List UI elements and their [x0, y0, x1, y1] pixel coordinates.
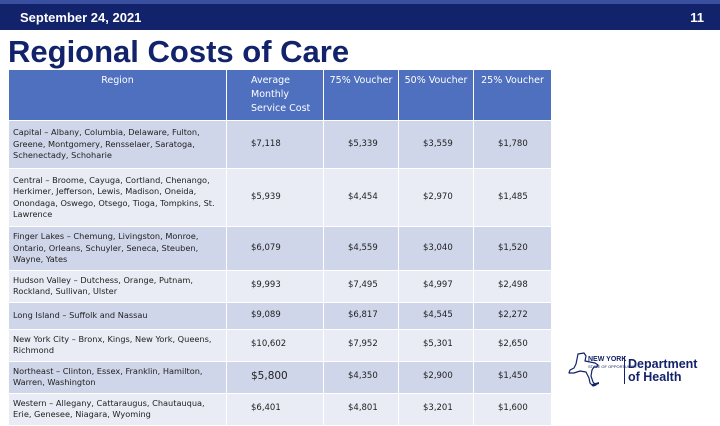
average-cost-cell: $9,089 — [226, 301, 324, 330]
voucher-25-cell: $2,498 — [473, 269, 552, 303]
table-row: Western – Allegany, Cattaraugus, Chautau… — [8, 392, 552, 426]
column-header-average-cost: Average Monthly Service Cost — [226, 69, 324, 121]
new-york-state-map-icon — [568, 352, 599, 387]
column-header-region: Region — [8, 69, 227, 121]
header-bar: September 24, 2021 11 — [0, 0, 720, 30]
slide-date: September 24, 2021 — [20, 10, 142, 25]
table-row: Northeast – Clinton, Essex, Franklin, Ha… — [8, 360, 552, 394]
region-cell: Hudson Valley – Dutchess, Orange, Putnam… — [8, 269, 227, 303]
voucher-75-cell: $4,454 — [323, 168, 399, 227]
voucher-25-cell: $2,650 — [473, 328, 552, 362]
voucher-75-cell: $4,559 — [323, 226, 399, 271]
logo-state-name: NEW YORK STATE OF OPPORTUNITY. — [588, 356, 638, 369]
voucher-25-cell: $1,450 — [473, 360, 552, 394]
voucher-25-cell: $2,272 — [473, 301, 552, 330]
page-number: 11 — [690, 10, 704, 25]
logo-department-text: Department of Health — [628, 357, 698, 384]
table-row: Long Island – Suffolk and Nassau $9,089 … — [8, 301, 552, 330]
voucher-50-cell: $3,559 — [398, 120, 474, 169]
region-cell: Western – Allegany, Cattaraugus, Chautau… — [8, 392, 227, 426]
voucher-25-cell: $1,485 — [473, 168, 552, 227]
voucher-25-cell: $1,780 — [473, 120, 552, 169]
average-cost-cell: $9,993 — [226, 269, 324, 303]
voucher-50-cell: $3,201 — [398, 392, 474, 426]
table-header-row: Region Average Monthly Service Cost 75% … — [8, 69, 552, 121]
voucher-50-cell: $5,301 — [398, 328, 474, 362]
voucher-50-cell: $4,997 — [398, 269, 474, 303]
average-cost-cell: $6,079 — [226, 226, 324, 271]
voucher-75-cell: $4,350 — [323, 360, 399, 394]
voucher-75-cell: $4,801 — [323, 392, 399, 426]
region-cell: Northeast – Clinton, Essex, Franklin, Ha… — [8, 360, 227, 394]
voucher-25-cell: $1,600 — [473, 392, 552, 426]
logo-divider — [624, 356, 625, 384]
average-cost-cell: $6,401 — [226, 392, 324, 426]
regional-costs-table: Region Average Monthly Service Cost 75% … — [8, 69, 552, 426]
table-row: Central – Broome, Cayuga, Cortland, Chen… — [8, 168, 552, 227]
voucher-50-cell: $2,900 — [398, 360, 474, 394]
region-cell: Finger Lakes – Chemung, Livingston, Monr… — [8, 226, 227, 271]
voucher-50-cell: $3,040 — [398, 226, 474, 271]
column-header-50-voucher: 50% Voucher — [398, 69, 474, 121]
voucher-25-cell: $1,520 — [473, 226, 552, 271]
average-cost-cell: $7,118 — [226, 120, 324, 169]
column-header-75-voucher: 75% Voucher — [323, 69, 399, 121]
region-cell: New York City – Bronx, Kings, New York, … — [8, 328, 227, 362]
region-cell: Long Island – Suffolk and Nassau — [8, 301, 227, 330]
table-row: Capital – Albany, Columbia, Delaware, Fu… — [8, 120, 552, 169]
header-accent-stripe — [0, 0, 720, 4]
average-cost-cell: $5,939 — [226, 168, 324, 227]
voucher-75-cell: $7,495 — [323, 269, 399, 303]
average-cost-cell: $10,602 — [226, 328, 324, 362]
page-title: Regional Costs of Care — [8, 34, 350, 69]
region-cell: Central – Broome, Cayuga, Cortland, Chen… — [8, 168, 227, 227]
nys-department-of-health-logo: NEW YORK STATE OF OPPORTUNITY. Departmen… — [568, 352, 718, 388]
table-row: New York City – Bronx, Kings, New York, … — [8, 328, 552, 362]
region-cell: Capital – Albany, Columbia, Delaware, Fu… — [8, 120, 227, 169]
voucher-75-cell: $5,339 — [323, 120, 399, 169]
table-row: Hudson Valley – Dutchess, Orange, Putnam… — [8, 269, 552, 303]
average-cost-cell: $5,800 — [226, 360, 324, 394]
voucher-75-cell: $6,817 — [323, 301, 399, 330]
voucher-50-cell: $4,545 — [398, 301, 474, 330]
voucher-50-cell: $2,970 — [398, 168, 474, 227]
voucher-75-cell: $7,952 — [323, 328, 399, 362]
table-row: Finger Lakes – Chemung, Livingston, Monr… — [8, 226, 552, 271]
column-header-25-voucher: 25% Voucher — [473, 69, 552, 121]
